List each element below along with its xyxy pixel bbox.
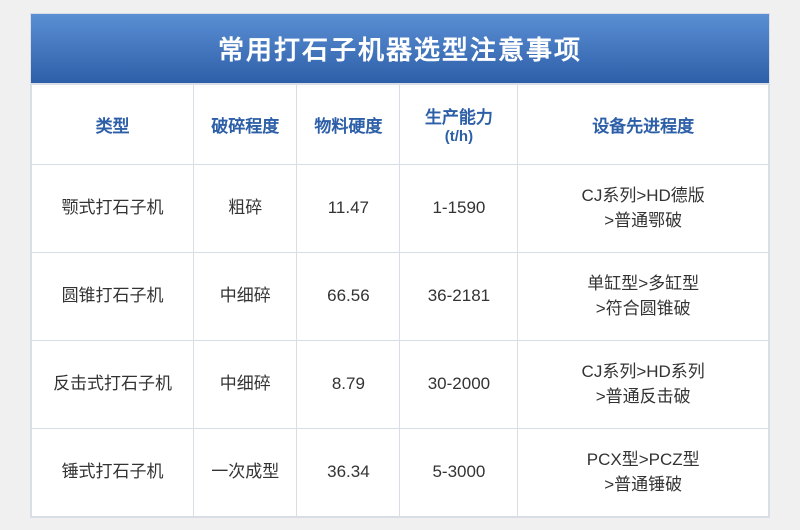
adv-line2: >普通反击破: [596, 387, 691, 406]
cell-type: 颚式打石子机: [32, 164, 194, 252]
cell-crush: 粗碎: [194, 164, 297, 252]
adv-line1: 单缸型>多缸型: [587, 274, 699, 293]
col-header-crush: 破碎程度: [194, 84, 297, 164]
adv-line2: >普通鄂破: [604, 211, 682, 230]
cell-type: 反击式打石子机: [32, 340, 194, 428]
cell-type: 锤式打石子机: [32, 428, 194, 516]
header-row: 类型 破碎程度 物料硬度 生产能力 (t/h) 设备先进程度: [32, 84, 769, 164]
cell-crush: 中细碎: [194, 340, 297, 428]
selection-table: 常用打石子机器选型注意事项 类型 破碎程度 物料硬度 生产能力 (t/h) 设备…: [30, 13, 770, 518]
cell-capacity: 5-3000: [400, 428, 518, 516]
adv-line1: CJ系列>HD系列: [582, 362, 705, 381]
adv-line2: >符合圆锥破: [596, 299, 691, 318]
capacity-label: 生产能力: [425, 108, 493, 127]
cell-hardness: 66.56: [297, 252, 400, 340]
adv-line1: CJ系列>HD德版: [582, 186, 705, 205]
cell-crush: 中细碎: [194, 252, 297, 340]
table-row: 反击式打石子机 中细碎 8.79 30-2000 CJ系列>HD系列 >普通反击…: [32, 340, 769, 428]
table-row: 圆锥打石子机 中细碎 66.56 36-2181 单缸型>多缸型 >符合圆锥破: [32, 252, 769, 340]
capacity-unit: (t/h): [404, 128, 513, 145]
table-row: 颚式打石子机 粗碎 11.47 1-1590 CJ系列>HD德版 >普通鄂破: [32, 164, 769, 252]
cell-capacity: 1-1590: [400, 164, 518, 252]
adv-line2: >普通锤破: [604, 475, 682, 494]
col-header-hardness: 物料硬度: [297, 84, 400, 164]
cell-capacity: 30-2000: [400, 340, 518, 428]
col-header-advance: 设备先进程度: [518, 84, 769, 164]
cell-type: 圆锥打石子机: [32, 252, 194, 340]
table-title: 常用打石子机器选型注意事项: [31, 14, 769, 84]
cell-advance: CJ系列>HD德版 >普通鄂破: [518, 164, 769, 252]
cell-crush: 一次成型: [194, 428, 297, 516]
cell-capacity: 36-2181: [400, 252, 518, 340]
data-table: 类型 破碎程度 物料硬度 生产能力 (t/h) 设备先进程度 颚式打石子机 粗碎…: [31, 84, 769, 517]
cell-hardness: 8.79: [297, 340, 400, 428]
cell-advance: CJ系列>HD系列 >普通反击破: [518, 340, 769, 428]
cell-advance: 单缸型>多缸型 >符合圆锥破: [518, 252, 769, 340]
cell-advance: PCX型>PCZ型 >普通锤破: [518, 428, 769, 516]
col-header-capacity: 生产能力 (t/h): [400, 84, 518, 164]
cell-hardness: 11.47: [297, 164, 400, 252]
cell-hardness: 36.34: [297, 428, 400, 516]
adv-line1: PCX型>PCZ型: [587, 450, 700, 469]
table-row: 锤式打石子机 一次成型 36.34 5-3000 PCX型>PCZ型 >普通锤破: [32, 428, 769, 516]
col-header-type: 类型: [32, 84, 194, 164]
